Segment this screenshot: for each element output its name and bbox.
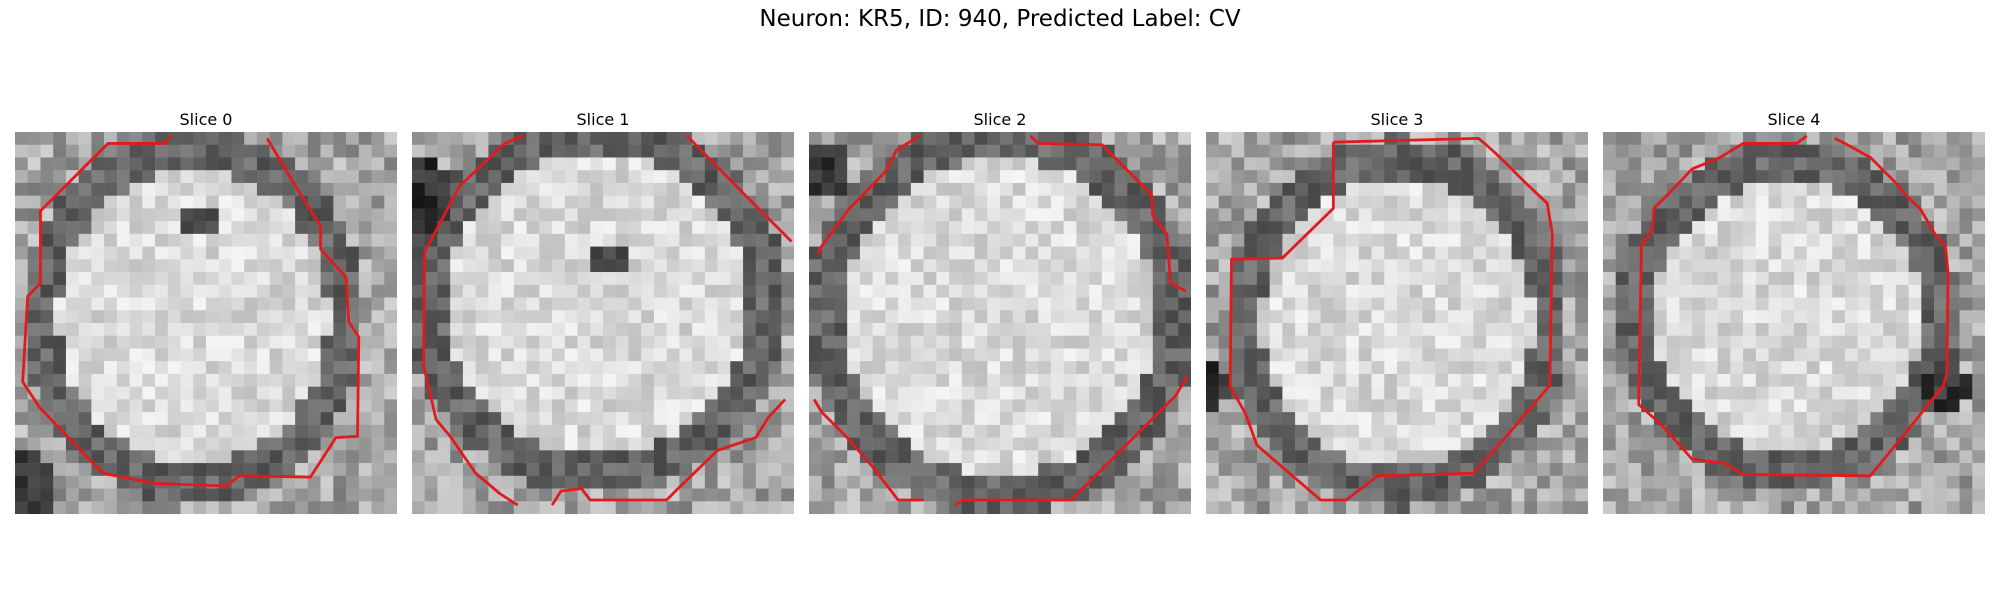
slice-panel-4: Slice 4 [1603, 108, 1985, 514]
slice-title: Slice 2 [973, 110, 1027, 129]
segmentation-contour [21, 134, 361, 488]
segmentation-contour [1029, 134, 1187, 293]
slice-title: Slice 1 [576, 110, 630, 129]
segmentation-contour [686, 134, 793, 243]
slice-panel-1: Slice 1 [412, 108, 794, 514]
slice-title: Slice 4 [1767, 110, 1821, 129]
segmentation-contour [1637, 134, 1950, 478]
slice-title: Slice 3 [1370, 110, 1424, 129]
slice-panel-2: Slice 2 [809, 108, 1191, 514]
slice-panel-3: Slice 3 [1206, 108, 1588, 514]
slice-image [1206, 132, 1588, 514]
segmentation-contour [812, 398, 924, 502]
slice-image [1603, 132, 1985, 514]
slice-image [15, 132, 397, 514]
segmentation-contour [954, 375, 1189, 507]
segmentation-contour [816, 134, 921, 255]
slice-title: Slice 0 [179, 110, 233, 129]
slice-panel-0: Slice 0 [15, 108, 397, 514]
segmentation-contour [1228, 136, 1554, 502]
figure-title: Neuron: KR5, ID: 940, Predicted Label: C… [759, 6, 1241, 32]
segmentation-contour [422, 134, 524, 507]
slice-image [809, 132, 1191, 514]
segmentation-contour [550, 398, 787, 506]
slice-image [412, 132, 794, 514]
